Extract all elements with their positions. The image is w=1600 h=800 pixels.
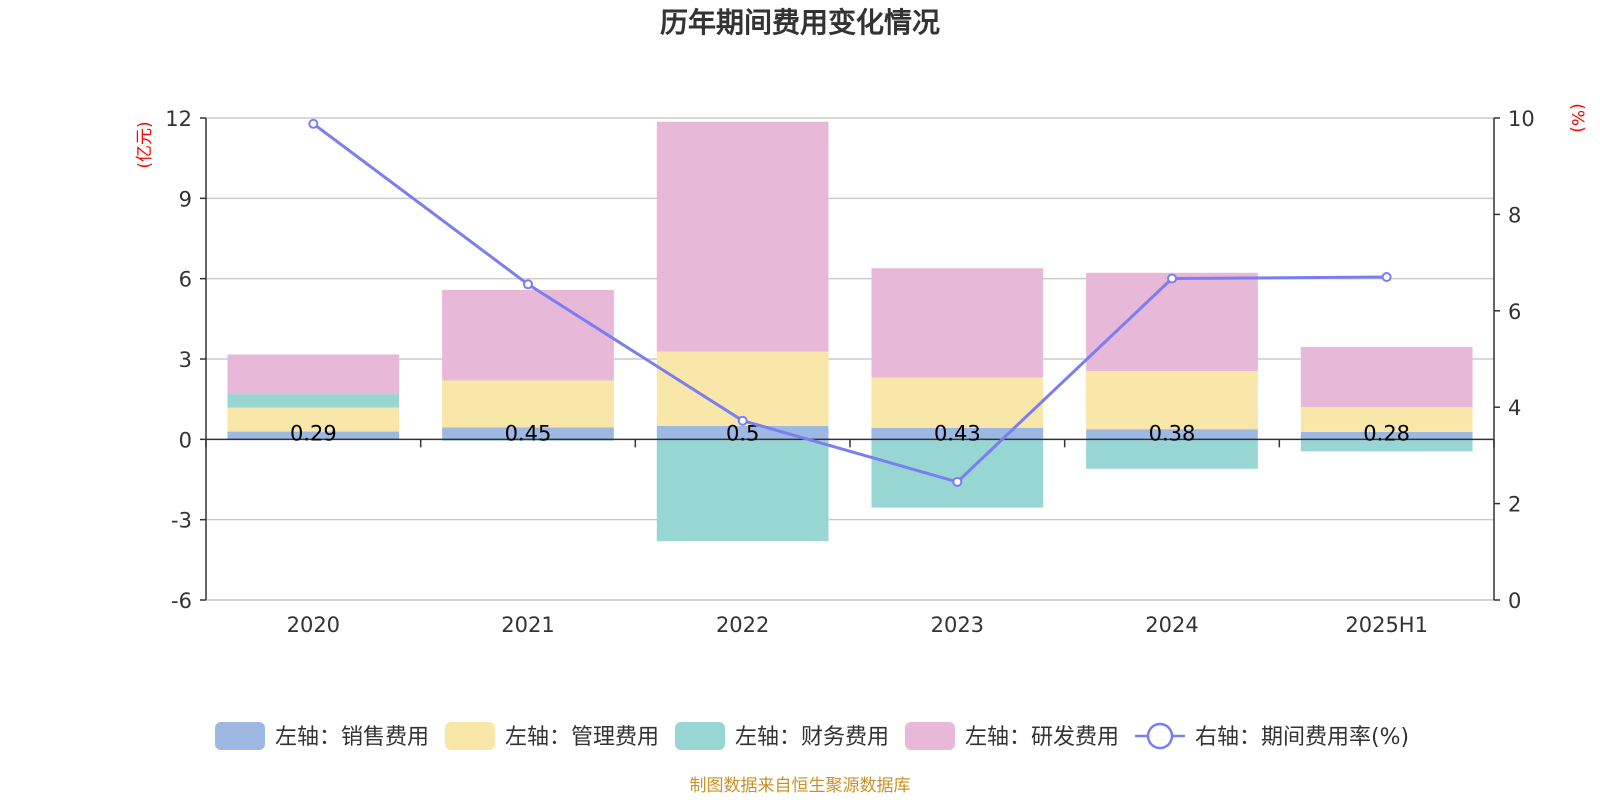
bar-segment <box>656 351 829 426</box>
right-tick-label: 8 <box>1508 203 1521 227</box>
right-tick-label: 2 <box>1508 493 1521 517</box>
bar-segment <box>1300 346 1473 408</box>
left-tick-label: -6 <box>171 589 192 613</box>
bar-segment <box>1300 439 1473 452</box>
rate-point <box>737 415 748 426</box>
data-labels: 0.29 0.45 0.5 0.43 0.38 0.28 <box>290 421 1410 445</box>
legend-item[interactable]: 左轴：销售费用 <box>215 722 429 750</box>
bar-segment <box>656 439 829 542</box>
left-tick-label: 9 <box>179 187 192 211</box>
bar-segment <box>1300 407 1473 432</box>
data-label: 0.29 <box>290 421 337 445</box>
bar-segment <box>442 427 614 440</box>
bar-segment <box>442 289 614 381</box>
legend-label: 右轴：期间费用率(%) <box>1195 725 1409 750</box>
data-label: 0.43 <box>934 421 981 445</box>
legend-label: 左轴：财务费用 <box>735 725 889 750</box>
left-tick-label: 12 <box>165 107 192 131</box>
category-label: 2025H1 <box>1345 613 1428 637</box>
bar-segment <box>871 377 1044 428</box>
bars <box>227 121 1473 542</box>
legend-swatch <box>905 722 955 750</box>
bar-segment <box>227 394 400 408</box>
legend-swatch <box>445 722 495 750</box>
bar-segment <box>227 407 400 432</box>
bar-segment <box>656 425 829 440</box>
left-tick-label: 3 <box>179 348 192 372</box>
left-tick-label: 0 <box>179 428 192 452</box>
data-label: 0.38 <box>1149 421 1196 445</box>
rate-point <box>1381 272 1392 283</box>
bar-segment <box>1086 371 1258 430</box>
legend-item[interactable]: 右轴：期间费用率(%) <box>1135 722 1409 750</box>
right-tick-label: 6 <box>1508 300 1521 324</box>
right-axis-unit: (%) <box>1567 103 1587 132</box>
bar-segment <box>871 427 1044 440</box>
right-tick-label: 10 <box>1508 107 1535 131</box>
bar-segment <box>227 431 400 440</box>
legend[interactable]: 左轴：销售费用 左轴：管理费用 左轴：财务费用 左轴：研发费用 右轴：期间费用率(%) <box>215 722 1409 750</box>
legend-swatch <box>675 722 725 750</box>
legend-label: 左轴：研发费用 <box>965 725 1119 750</box>
legend-label: 左轴：管理费用 <box>505 725 659 750</box>
category-label: 2024 <box>1145 613 1198 637</box>
bar-segment <box>656 121 829 352</box>
axes: -6 -3 0 3 6 9 12 0 2 4 6 8 10 2020 2021 2022 2023 2024 202… <box>165 107 1534 637</box>
category-label: 2022 <box>716 613 769 637</box>
data-label: 0.28 <box>1363 421 1410 445</box>
legend-item[interactable]: 左轴：研发费用 <box>905 722 1119 750</box>
data-label: 0.45 <box>505 421 552 445</box>
bar-segment <box>442 380 614 428</box>
legend-marker <box>1146 722 1174 750</box>
left-tick-label: 6 <box>179 268 192 292</box>
bar-segment <box>871 439 1044 508</box>
bar-segment <box>1086 429 1258 440</box>
bar-segment <box>1086 439 1258 469</box>
gridlines <box>206 117 1494 601</box>
category-label: 2023 <box>931 613 984 637</box>
bar-segment <box>871 268 1044 378</box>
left-tick-label: -3 <box>171 509 192 533</box>
category-label: 2020 <box>287 613 340 637</box>
rate-polyline <box>312 122 1387 484</box>
bar-segment <box>227 354 400 395</box>
source-note: 制图数据来自恒生聚源数据库 <box>690 776 911 796</box>
rate-point <box>1167 273 1177 284</box>
bar-segment <box>1086 272 1258 372</box>
rate-point <box>952 476 963 487</box>
legend-item[interactable]: 左轴：财务费用 <box>675 722 889 750</box>
rate-line <box>308 118 1392 487</box>
category-label: 2021 <box>501 613 554 637</box>
right-tick-label: 4 <box>1508 396 1521 420</box>
chart-title: 历年期间费用变化情况 <box>660 6 940 39</box>
legend-swatch <box>215 722 265 750</box>
rate-point <box>308 118 319 129</box>
right-tick-label: 0 <box>1508 589 1521 613</box>
bar-segment <box>1300 431 1473 440</box>
legend-item[interactable]: 左轴：管理费用 <box>445 722 659 750</box>
rate-point <box>523 279 533 290</box>
legend-label: 左轴：销售费用 <box>275 725 429 750</box>
left-axis-unit: (亿元) <box>135 121 155 168</box>
